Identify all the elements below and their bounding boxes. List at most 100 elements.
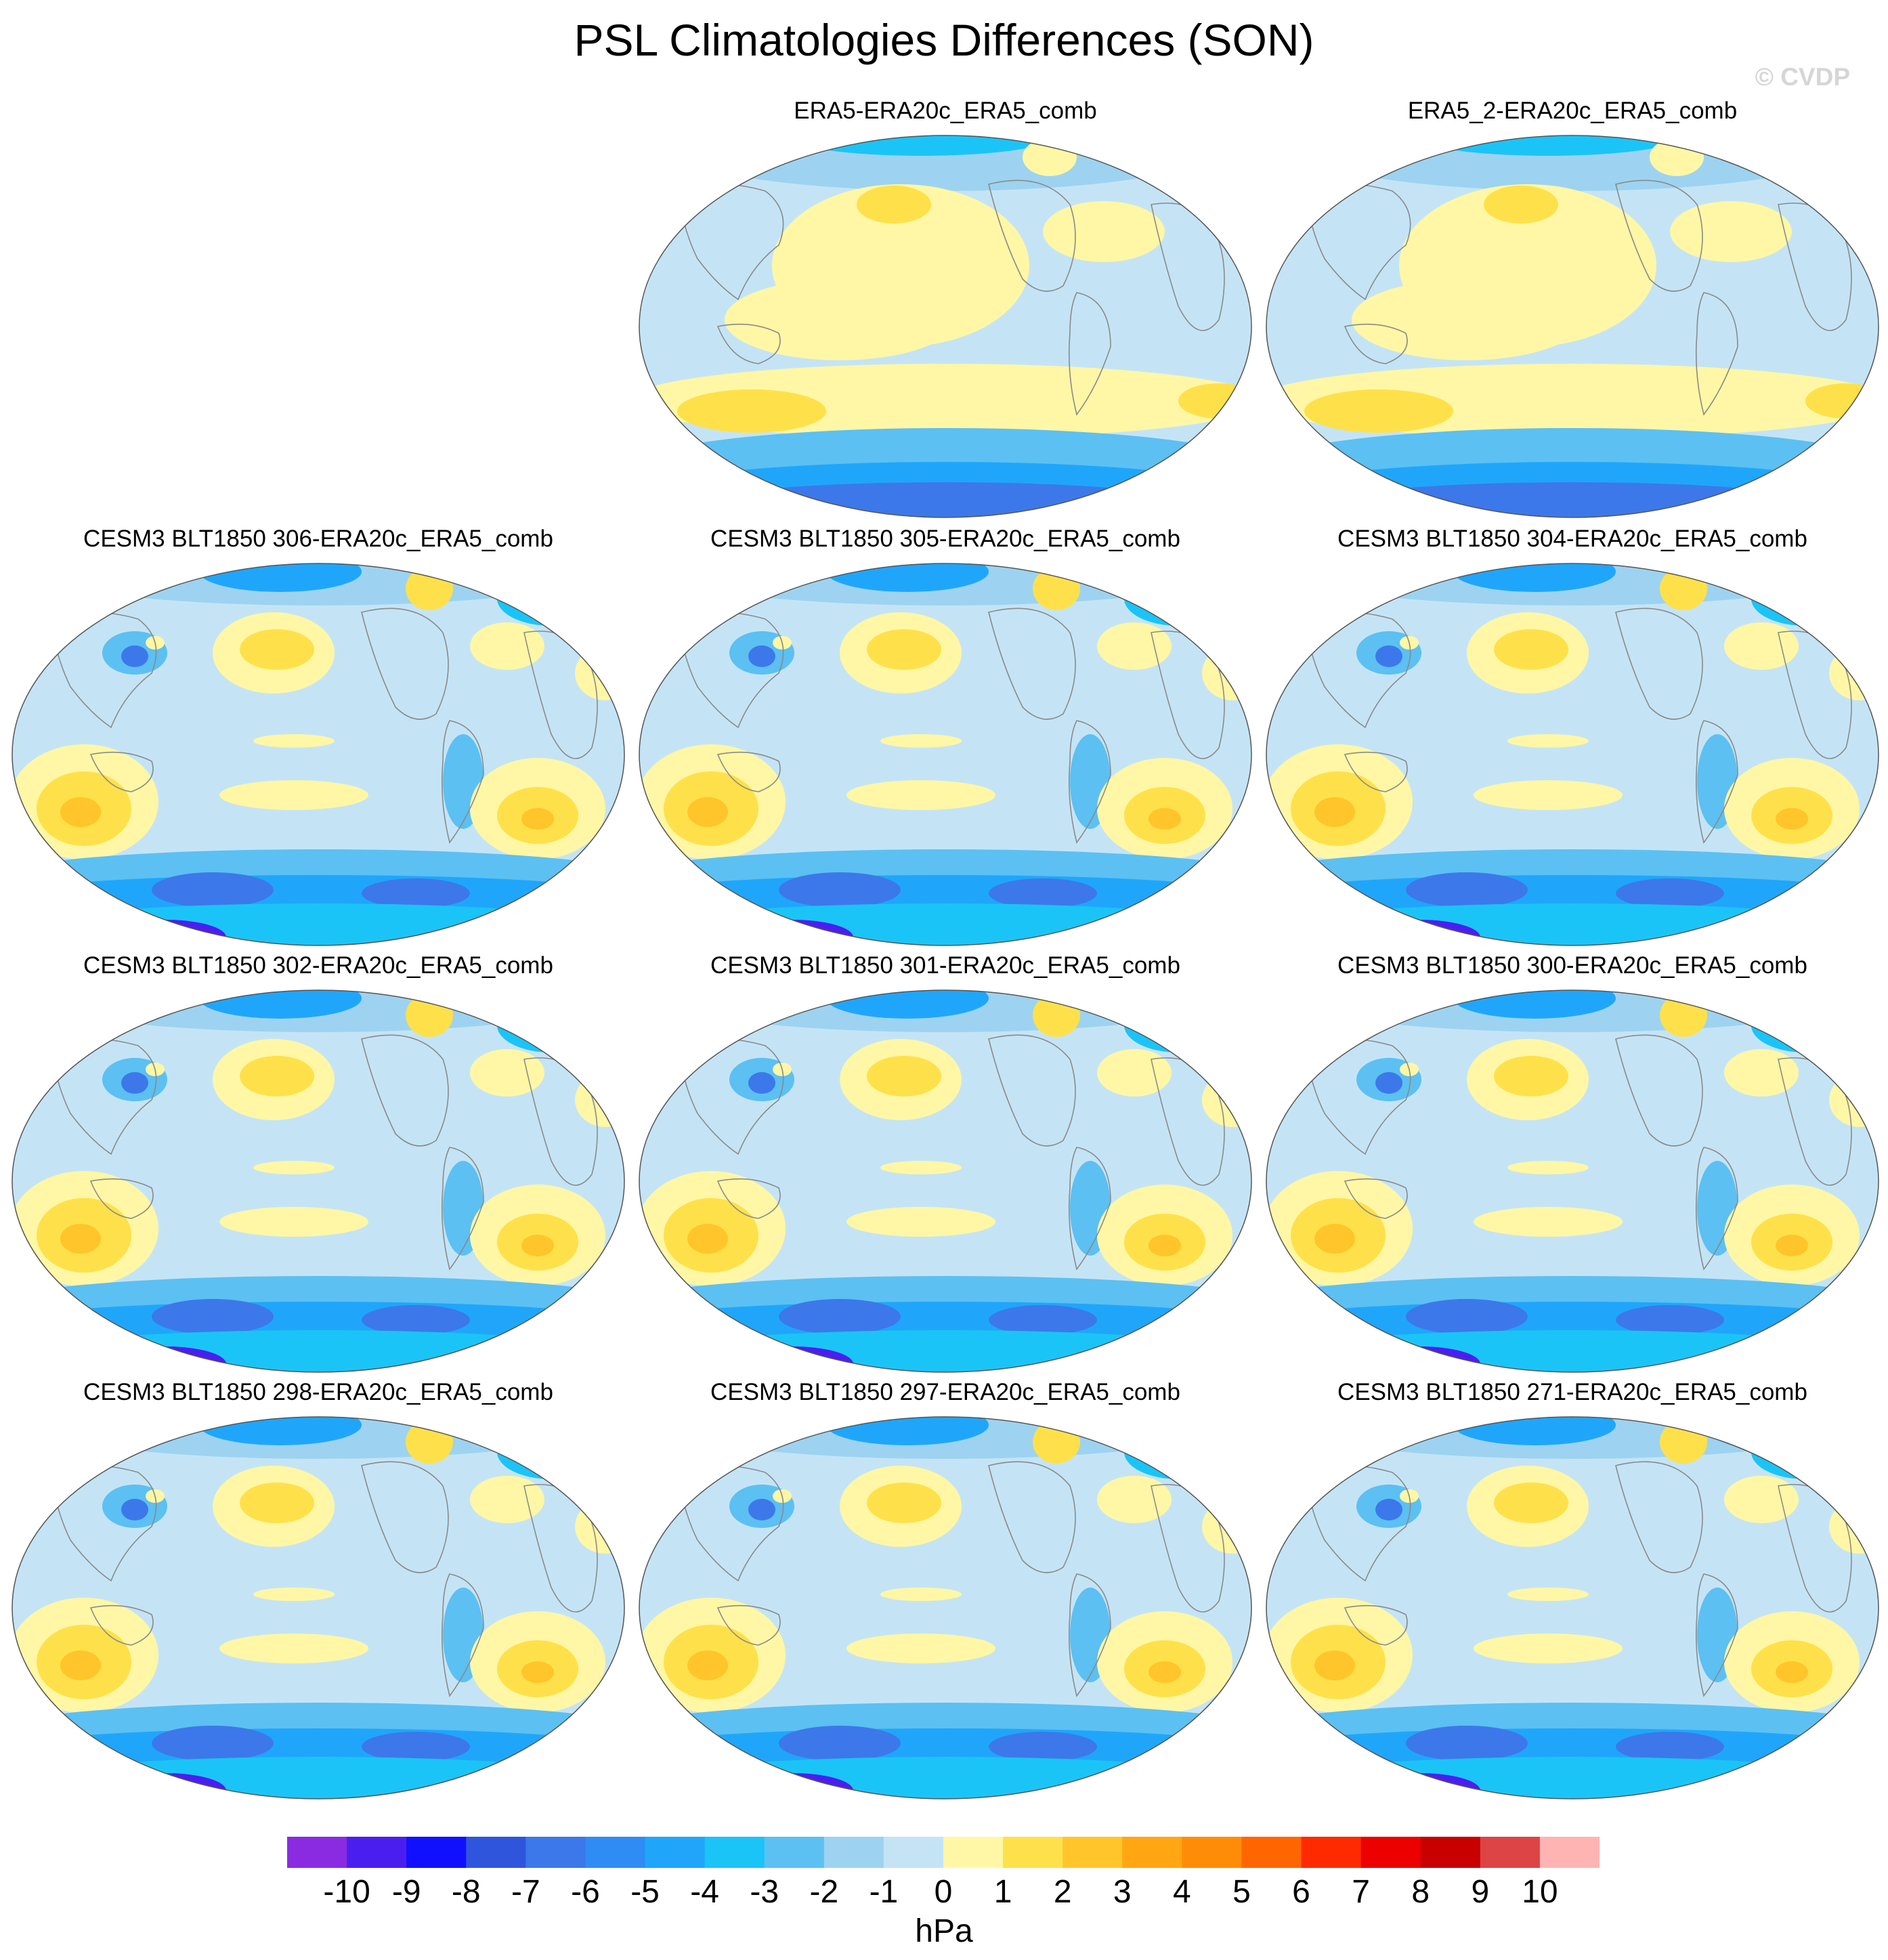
atlantic-positive <box>1670 201 1792 262</box>
southern-ocean-core-e <box>989 1305 1097 1335</box>
north-atlantic-positive <box>1097 622 1172 670</box>
greenland-positive <box>406 994 453 1037</box>
panel-title: CESM3 BLT1850 298-ERA20c_ERA5_comb <box>83 1379 553 1405</box>
panel-title: CESM3 BLT1850 271-ERA20c_ERA5_comb <box>1337 1379 1807 1405</box>
panel-title: CESM3 BLT1850 300-ERA20c_ERA5_comb <box>1337 952 1807 979</box>
map-panel: CESM3 BLT1850 271-ERA20c_ERA5_comb <box>1264 1378 1881 1808</box>
robinson-map <box>12 1416 625 1799</box>
north-atlantic-negative <box>497 1425 605 1479</box>
southern-ocean-core-w <box>779 1726 901 1761</box>
antarctic-core <box>674 482 1216 517</box>
southern-ocean-core-e <box>1616 1305 1724 1335</box>
north-pacific-core <box>240 629 314 670</box>
equatorial-positive <box>253 734 335 748</box>
coastlines <box>677 1034 1225 1271</box>
map-outline <box>639 135 1252 518</box>
equatorial-positive <box>1507 1588 1589 1601</box>
southern-ocean-core-w <box>1406 1299 1528 1334</box>
colorbar-swatch <box>1003 1837 1063 1868</box>
colorbar-tick-label: -2 <box>809 1874 839 1910</box>
map-outline <box>1266 1416 1879 1799</box>
south-indian-inner <box>1314 797 1355 827</box>
map-outline <box>12 1416 625 1799</box>
panel-title: CESM3 BLT1850 305-ERA20c_ERA5_comb <box>710 526 1180 552</box>
south-pacific-positive <box>1474 780 1623 810</box>
south-indian-inner <box>687 797 728 827</box>
colorbar-tick-label: -1 <box>869 1874 899 1910</box>
arctic-core <box>826 1417 989 1445</box>
robinson-map <box>1266 989 1879 1373</box>
south-atlantic-inner <box>1149 1235 1181 1256</box>
south-indian-inner <box>687 1224 728 1254</box>
equatorial-positive <box>880 1588 962 1601</box>
colorbar-tick-label: 2 <box>1053 1874 1072 1910</box>
south-pacific-positive <box>1474 1207 1623 1237</box>
southern-ocean-core-w <box>779 1299 901 1334</box>
figure-title: PSL Climatologies Differences (SON) <box>574 15 1314 65</box>
antarctic-inner <box>125 1360 192 1372</box>
colorbar-swatch <box>1182 1837 1242 1868</box>
arctic-core <box>826 563 989 592</box>
map-outline <box>639 563 1252 946</box>
south-indian-inner <box>687 1650 728 1680</box>
equatorial-positive <box>1507 734 1589 748</box>
cvdp-watermark: © CVDP <box>1755 63 1850 91</box>
robinson-map <box>639 563 1252 946</box>
greenland-positive <box>1660 994 1707 1037</box>
colorbar-tick-label: 0 <box>934 1874 953 1910</box>
south-indian-inner <box>1314 1224 1355 1254</box>
antarctic-inner <box>1379 1787 1446 1799</box>
colorbar-swatch <box>1539 1837 1600 1868</box>
southern-ocean-core-w <box>152 872 274 908</box>
colorbar-tick-label: 6 <box>1292 1874 1310 1910</box>
southern-ocean-core-w <box>1406 1726 1528 1761</box>
robinson-map <box>12 989 625 1373</box>
south-pacific-positive <box>846 1634 995 1663</box>
antarctic-negative <box>12 903 624 945</box>
colorbar-tick-label: 10 <box>1522 1874 1558 1910</box>
tibet-core <box>121 645 148 667</box>
tibet-core <box>748 1499 775 1520</box>
panel-title: CESM3 BLT1850 297-ERA20c_ERA5_comb <box>710 1379 1180 1405</box>
map-outline <box>1266 989 1879 1373</box>
colorbar-swatch <box>1241 1837 1302 1868</box>
north-atlantic-negative <box>1124 572 1232 626</box>
antarctic-negative <box>1266 1330 1879 1372</box>
north-pacific-core <box>1494 1483 1568 1523</box>
tibet-core <box>121 1072 148 1094</box>
southern-ocean-core-e <box>362 878 470 908</box>
antarctic-core <box>1302 482 1843 517</box>
map-outline <box>639 989 1252 1373</box>
greenland-positive <box>1033 567 1080 610</box>
antarctic-negative <box>639 903 1251 945</box>
map-panel: ERA5-ERA20c_ERA5_comb <box>637 96 1254 527</box>
colorbar-units: hPa <box>915 1913 973 1949</box>
colorbar-swatch <box>347 1837 407 1868</box>
colorbar-tick-label: -6 <box>571 1874 600 1910</box>
pacific-positive-ext <box>725 279 955 360</box>
south-pacific-positive <box>219 1207 368 1237</box>
south-indian-inner <box>60 1650 101 1680</box>
colorbar-tick-label: -3 <box>750 1874 779 1910</box>
greenland-positive <box>406 567 453 610</box>
robinson-map <box>1266 563 1879 946</box>
atlantic-positive <box>1043 201 1165 262</box>
map-panel: CESM3 BLT1850 302-ERA20c_ERA5_comb <box>9 951 627 1382</box>
north-atlantic-positive <box>470 1049 544 1096</box>
map-panel: CESM3 BLT1850 306-ERA20c_ERA5_comb <box>9 524 627 955</box>
south-atlantic-inner <box>521 808 554 830</box>
colorbar-swatch <box>1063 1837 1123 1868</box>
south-indian-inner <box>60 1224 101 1254</box>
southern-ocean-core-e <box>989 878 1097 908</box>
southern-ocean-core-e <box>1616 878 1724 908</box>
colorbar-swatch <box>1420 1837 1481 1868</box>
colorbar-tick-label: 5 <box>1232 1874 1251 1910</box>
north-atlantic-positive <box>470 1476 544 1523</box>
southern-ocean-core-w <box>779 872 901 908</box>
arctic-core <box>199 990 362 1019</box>
colorbar-tick-label: -4 <box>690 1874 719 1910</box>
colorbar-swatch <box>466 1837 526 1868</box>
south-indian-inner <box>60 797 101 827</box>
southern-ocean-core-e <box>362 1305 470 1335</box>
greenland-positive <box>406 1420 453 1464</box>
